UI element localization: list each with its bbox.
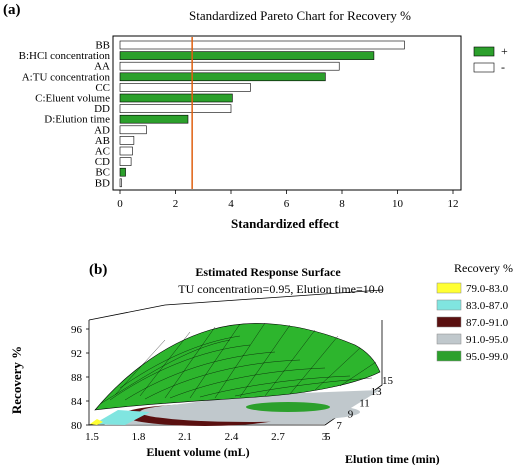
pareto-bar-8 — [119, 125, 147, 135]
y-tick-label: 13 — [371, 386, 383, 398]
x-tick-label: 2.7 — [271, 431, 285, 443]
pareto-bar-4 — [119, 83, 251, 92]
y-axis-label: Elution time (min) — [345, 452, 440, 465]
surface-legend-label: 83.0-87.0 — [466, 300, 509, 312]
pareto-x-tick-label: 8 — [339, 198, 345, 210]
pareto-category-label: DD — [94, 103, 110, 115]
pareto-category-label: AA — [94, 61, 110, 73]
pareto-x-tick-label: 10 — [392, 198, 404, 210]
surface-legend-swatch — [436, 350, 462, 362]
contour-yellow-region — [90, 419, 103, 425]
x-tick-label: 1.8 — [132, 431, 146, 443]
y-tick-label: 5 — [325, 431, 331, 443]
surface-mesh — [94, 322, 381, 411]
pareto-bar-5 — [119, 93, 233, 103]
pareto-category-label: BC — [95, 167, 110, 179]
pareto-category-label: AB — [95, 135, 110, 147]
contour-floor — [90, 390, 380, 426]
z-tick-label: 88 — [71, 372, 83, 384]
pareto-bar-3 — [119, 72, 326, 82]
pareto-plot-frame — [112, 35, 462, 191]
surface-legend-label: 95.0-99.0 — [466, 351, 509, 363]
pareto-x-tick-label: 4 — [228, 198, 234, 210]
contour-green-region — [246, 402, 330, 412]
pareto-category-label: BD — [95, 177, 110, 189]
x-tick-label: 3 — [322, 431, 328, 443]
x-tick-label: 2.1 — [178, 431, 192, 443]
pareto-x-tick-label: 2 — [173, 198, 179, 210]
x-axis-label: Eluent volume (mL) — [146, 445, 249, 459]
surface-legend-swatch — [436, 316, 462, 328]
z-tick-label: 96 — [71, 324, 83, 336]
surface-legend-swatch — [436, 282, 462, 294]
z-tick-label: 84 — [71, 396, 83, 408]
y-tick-label: 7 — [336, 420, 342, 432]
pareto-x-tick-label: 0 — [117, 198, 123, 210]
z-tick-label: 92 — [71, 348, 82, 360]
pareto-bar-0 — [119, 40, 405, 50]
pareto-bar-12 — [119, 167, 126, 177]
pareto-category-label: AC — [95, 146, 110, 158]
surface-legend-label: 87.0-91.0 — [466, 317, 509, 329]
z-tick-label: 80 — [71, 420, 83, 432]
legend-plus-label: + — [501, 44, 508, 58]
pareto-bar-11 — [119, 157, 132, 166]
surface-subtitle: TU concentration=0.95, Elution time=10.0 — [178, 282, 384, 296]
panel-a-label: (a) — [3, 2, 21, 18]
pareto-category-label: CD — [95, 156, 110, 168]
pareto-title: Standardized Pareto Chart for Recovery % — [189, 8, 411, 23]
y-tick-label: 11 — [359, 397, 370, 409]
surface-legend-title: Recovery % — [454, 261, 513, 275]
pareto-category-label: CC — [95, 82, 110, 94]
x-tick-label: 1.5 — [85, 431, 99, 443]
pareto-bar-1 — [119, 51, 375, 60]
pareto-chart: Standardized Pareto Chart for Recovery %… — [19, 8, 508, 231]
z-axis-label: Recovery % — [9, 346, 24, 414]
pareto-bar-6 — [119, 104, 232, 113]
legend-minus-label: - — [501, 60, 505, 74]
surface-legend-swatch — [436, 333, 462, 345]
legend-plus-swatch — [473, 46, 495, 57]
pareto-category-label: BB — [95, 40, 110, 52]
panel-b-label: (b) — [89, 262, 108, 278]
y-tick-label: 9 — [348, 409, 354, 421]
surface-legend-label: 79.0-83.0 — [466, 283, 509, 295]
pareto-category-label: C:Eluent volume — [35, 93, 110, 105]
pareto-category-label: A:TU concentration — [22, 71, 111, 83]
contour-cyan-region — [94, 410, 150, 425]
pareto-x-axis-label: Standardized effect — [231, 216, 340, 231]
pareto-category-label: AD — [94, 124, 110, 136]
pareto-bar-13 — [119, 178, 122, 188]
pareto-x-tick-label: 12 — [448, 198, 459, 210]
pareto-x-tick-label: 6 — [284, 198, 290, 210]
surface-legend-swatch — [436, 299, 462, 311]
legend-minus-swatch — [473, 62, 495, 73]
surface-legend-label: 91.0-95.0 — [466, 334, 509, 346]
pareto-bar-2 — [119, 61, 340, 71]
pareto-category-label: B:HCl concentration — [19, 50, 111, 62]
surface-title: Estimated Response Surface — [195, 265, 341, 279]
pareto-category-label: D:Elution time — [44, 114, 110, 126]
pareto-bar-10 — [119, 146, 133, 156]
pareto-bar-7 — [119, 114, 189, 124]
y-tick-label: 15 — [382, 375, 394, 387]
x-tick-label: 2.4 — [225, 431, 239, 443]
pareto-bar-9 — [119, 136, 135, 145]
